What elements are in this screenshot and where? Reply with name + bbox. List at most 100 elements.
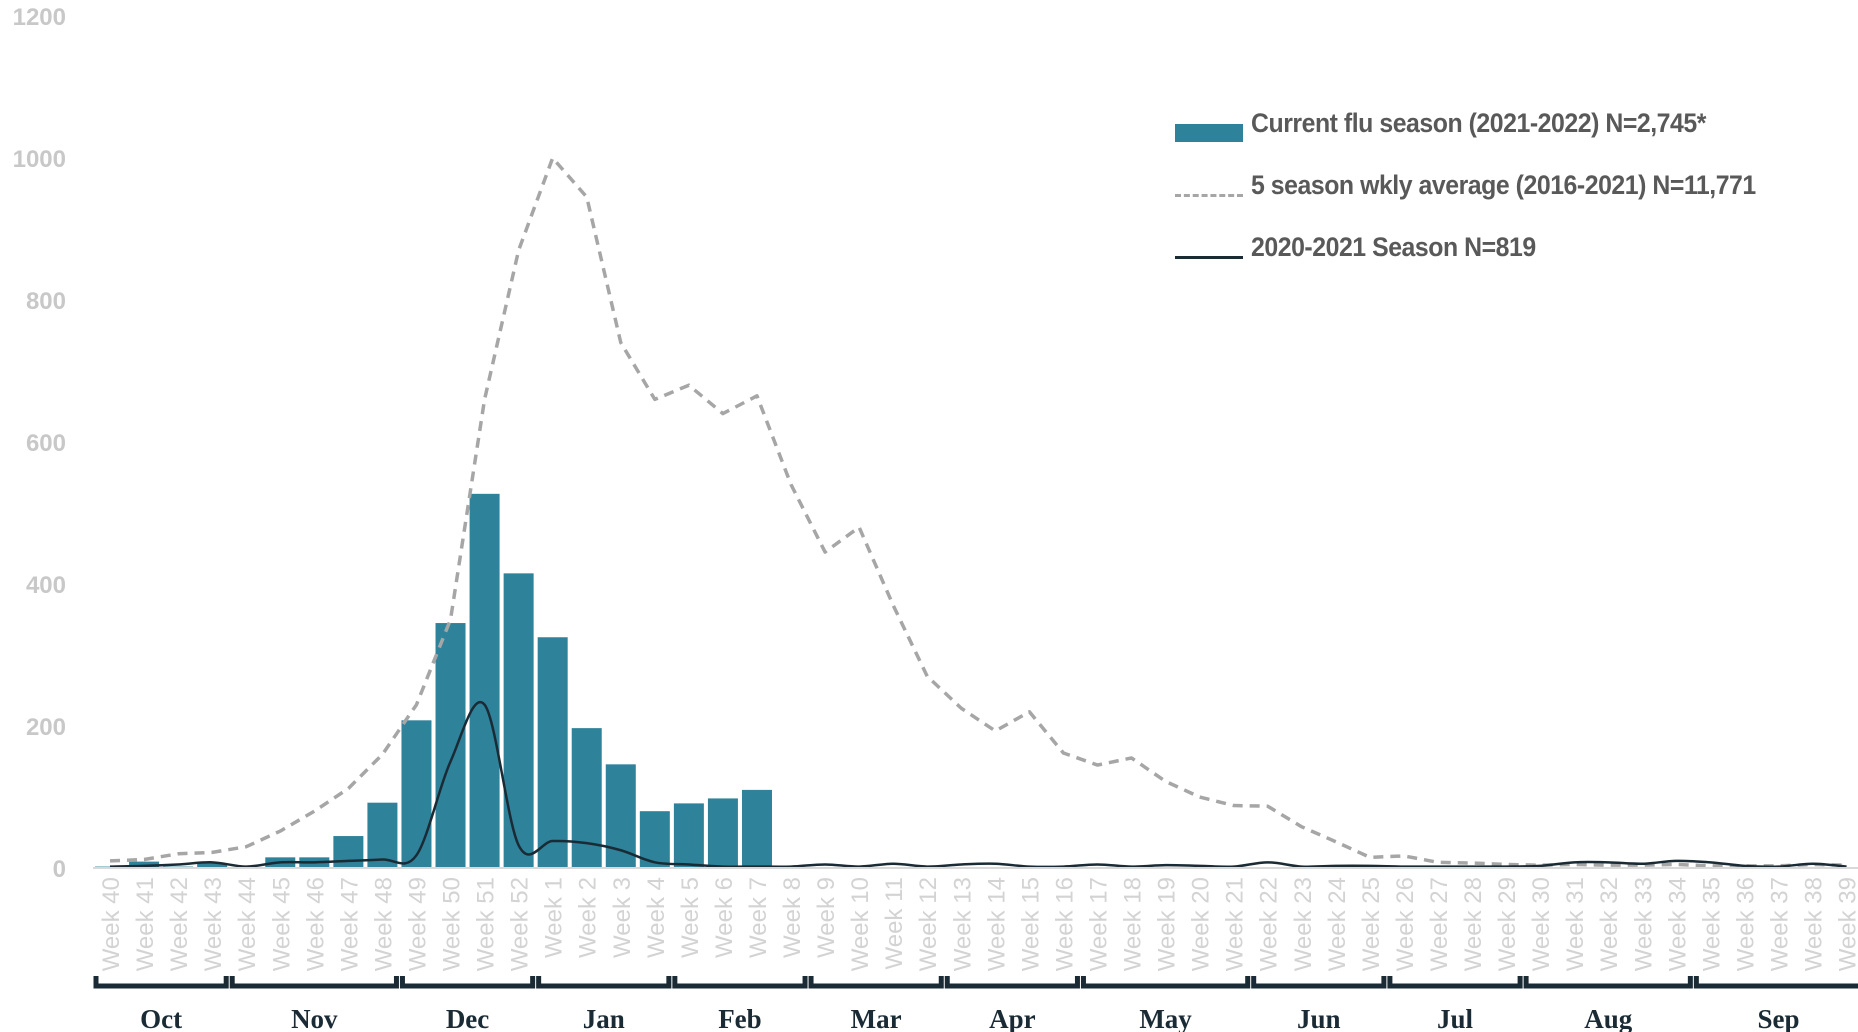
legend-label-average: 5 season wkly average (2016-2021) N=11,7… — [1251, 170, 1756, 200]
x-tick-label: Week 17 — [1085, 877, 1112, 971]
x-tick-label: Week 33 — [1630, 877, 1657, 971]
month-label: Feb — [718, 1004, 762, 1032]
x-tick-label: Week 26 — [1392, 877, 1419, 971]
bar-week-48 — [367, 802, 398, 868]
x-tick-label: Week 35 — [1698, 877, 1725, 971]
bar-series — [95, 493, 772, 868]
y-tick-label: 200 — [26, 714, 66, 741]
x-tick-label: Week 50 — [439, 877, 466, 971]
month-label: Jul — [1437, 1004, 1474, 1032]
x-tick-label: Week 30 — [1528, 877, 1555, 971]
bar-week-7 — [741, 789, 772, 868]
x-tick-label: Week 13 — [949, 877, 976, 971]
bar-week-47 — [333, 836, 364, 868]
x-axis: Week 40 Week 41 Week 42 Week 43 Week 44 Week … — [93, 867, 1858, 971]
x-tick-label: Week 44 — [234, 877, 261, 971]
y-tick-label: 0 — [53, 856, 66, 883]
bar-week-5 — [673, 803, 704, 868]
x-tick-label: Week 27 — [1426, 877, 1453, 971]
bar-week-51 — [469, 493, 500, 868]
month-bracket — [93, 976, 229, 989]
bar-week-50 — [435, 623, 466, 868]
month-bracket — [1387, 976, 1523, 989]
x-tick-label: Week 47 — [336, 877, 363, 971]
bar-week-49 — [401, 720, 432, 868]
x-tick-label: Week 40 — [98, 877, 125, 971]
x-tick-label: Week 37 — [1766, 877, 1793, 971]
x-tick-label: Week 19 — [1154, 877, 1181, 971]
month-label: Jan — [583, 1004, 625, 1032]
month-bracket — [1523, 976, 1693, 989]
x-tick-label: Week 16 — [1051, 877, 1078, 971]
legend-label-current: Current flu season (2021-2022) N=2,745* — [1251, 108, 1706, 138]
x-tick-label: Week 6 — [711, 877, 738, 958]
line-2020-2021-season — [109, 700, 1847, 869]
y-tick-label: 600 — [26, 430, 66, 457]
month-axis: Oct Nov Dec Jan Feb Mar Apr May Jun Jul Aug Sep — [93, 976, 1858, 1032]
month-bracket — [229, 976, 399, 989]
x-tick-label: Week 9 — [813, 877, 840, 958]
x-tick-label: Week 42 — [166, 877, 193, 971]
month-label: Dec — [446, 1004, 489, 1032]
month-label: May — [1139, 1004, 1192, 1032]
y-tick-label: 1000 — [13, 146, 66, 173]
x-tick-label: Week 41 — [132, 877, 159, 971]
x-tick-label: Week 20 — [1188, 877, 1215, 971]
month-label: Mar — [851, 1004, 902, 1032]
x-tick-label: Week 5 — [677, 877, 704, 958]
x-tick-label: Week 24 — [1324, 877, 1351, 971]
x-tick-label: Week 45 — [268, 877, 295, 971]
month-label: Aug — [1584, 1004, 1633, 1032]
legend-swatch-line — [1175, 256, 1243, 259]
x-tick-label: Week 23 — [1290, 877, 1317, 971]
x-tick-label: Week 14 — [983, 877, 1010, 971]
x-tick-label: Week 11 — [881, 877, 908, 970]
x-tick-label: Week 1 — [541, 877, 568, 958]
x-tick-label: Week 15 — [1017, 877, 1044, 971]
month-label: Apr — [989, 1004, 1036, 1032]
bar-week-6 — [707, 798, 738, 868]
x-tick-label: Week 39 — [1835, 877, 1858, 971]
month-label: Jun — [1297, 1004, 1341, 1032]
month-bracket — [1693, 976, 1858, 989]
bar-week-2 — [571, 728, 602, 868]
x-tick-label: Week 28 — [1460, 877, 1487, 971]
x-tick-label: Week 43 — [200, 877, 227, 971]
month-label: Oct — [140, 1004, 182, 1032]
y-tick-label: 800 — [26, 288, 66, 315]
y-tick-label: 1200 — [13, 4, 66, 31]
x-tick-label: Week 7 — [745, 877, 772, 958]
x-tick-label: Week 48 — [370, 877, 397, 971]
y-tick-label: 400 — [26, 572, 66, 599]
x-tick-label: Week 4 — [643, 877, 670, 958]
month-bracket — [536, 976, 672, 989]
bar-week-43 — [197, 863, 228, 868]
line-5-season-average — [109, 156, 1847, 868]
line-series — [109, 156, 1847, 869]
x-tick-label: Week 34 — [1664, 877, 1691, 971]
month-bracket — [944, 976, 1080, 989]
x-tick-label: Week 10 — [847, 877, 874, 971]
x-tick-label: Week 21 — [1222, 877, 1249, 971]
x-tick-label: Week 36 — [1732, 877, 1759, 971]
bar-week-1 — [537, 637, 568, 868]
bar-week-3 — [605, 764, 636, 868]
month-bracket — [399, 976, 536, 989]
x-tick-label: Week 32 — [1596, 877, 1623, 971]
x-tick-label: Week 29 — [1494, 877, 1521, 971]
x-tick-label: Week 2 — [575, 877, 602, 958]
x-tick-label: Week 18 — [1120, 877, 1147, 971]
legend-swatch-dashed — [1175, 194, 1243, 197]
x-tick-label: Week 22 — [1256, 877, 1283, 971]
x-tick-label: Week 31 — [1562, 877, 1589, 971]
x-tick-label: Week 12 — [915, 877, 942, 971]
x-tick-label: Week 49 — [404, 877, 431, 971]
y-axis: 0 200 400 600 800 1000 1200 — [13, 4, 66, 883]
x-tick-label: Week 46 — [302, 877, 329, 971]
month-bracket — [1080, 976, 1251, 989]
x-tick-label: Week 3 — [609, 877, 636, 958]
month-bracket — [808, 976, 944, 989]
x-tick-label: Week 52 — [507, 877, 534, 971]
month-bracket — [672, 976, 808, 989]
